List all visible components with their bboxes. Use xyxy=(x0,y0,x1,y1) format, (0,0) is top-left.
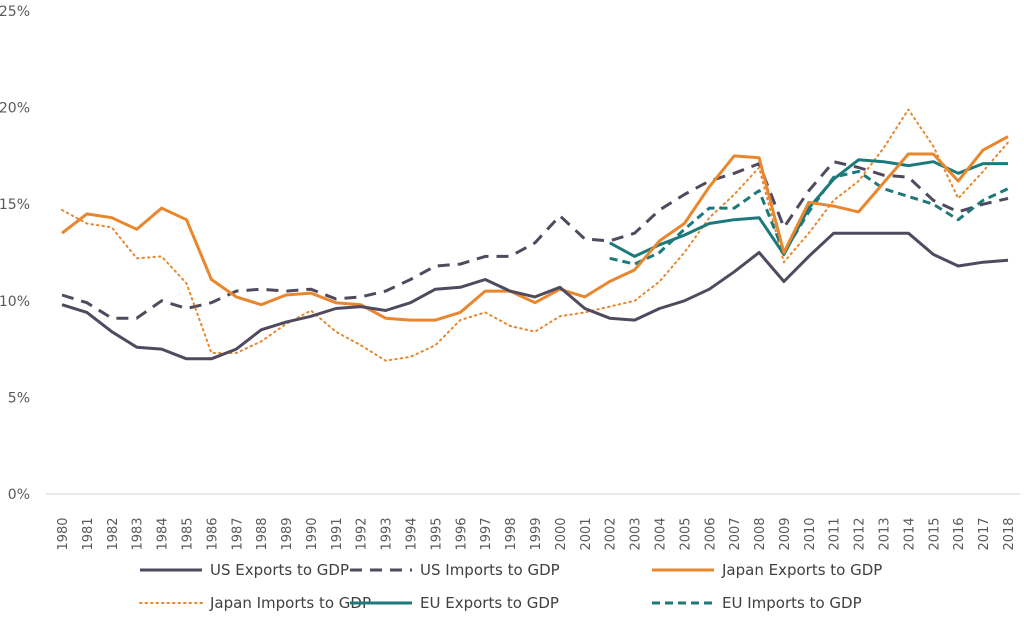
series-line-us-imports-to-gdp xyxy=(61,160,1009,320)
x-tick-label: 2011 xyxy=(828,517,843,550)
legend-label: US Imports to GDP xyxy=(420,561,560,579)
x-tick-label: 2000 xyxy=(554,517,569,550)
x-axis: 1980 1981 1982 1983 1984 1985 1986 1987 1988 1989… xyxy=(56,517,1017,550)
x-tick-label: 1990 xyxy=(305,517,320,550)
x-tick-label: 1992 xyxy=(355,517,370,550)
legend-item: US Exports to GDP xyxy=(140,561,349,579)
x-tick-label: 2008 xyxy=(753,517,768,550)
x-tick-label: 1996 xyxy=(454,517,469,550)
x-tick-label: 1994 xyxy=(405,517,420,550)
x-tick-label: 1991 xyxy=(330,517,345,550)
y-tick-label: 25% xyxy=(0,4,30,20)
series-line-eu-imports-to-gdp xyxy=(609,169,1009,266)
x-tick-label: 1993 xyxy=(380,517,395,550)
legend: US Exports to GDP US Imports to GDP Japan … xyxy=(139,561,882,612)
y-tick-label: 15% xyxy=(0,197,30,213)
x-tick-label: 1999 xyxy=(529,517,544,550)
y-axis: 0% 5% 10% 15% 20% 25% xyxy=(0,4,30,503)
x-tick-label: 1987 xyxy=(230,517,245,550)
y-tick-label: 0% xyxy=(8,487,30,503)
series-layer xyxy=(61,108,1009,362)
x-tick-label: 2003 xyxy=(629,517,644,550)
x-tick-label: 2001 xyxy=(579,517,594,550)
legend-item: Japan Exports to GDP xyxy=(652,561,882,579)
x-tick-label: 2010 xyxy=(803,517,818,550)
x-tick-label: 1984 xyxy=(156,517,171,550)
x-tick-label: 1981 xyxy=(81,517,96,550)
y-tick-label: 20% xyxy=(0,101,30,117)
series-line-eu-exports-to-gdp xyxy=(608,158,1008,258)
x-tick-label: 1985 xyxy=(180,517,195,550)
x-tick-label: 1998 xyxy=(504,517,519,550)
legend-item: EU Imports to GDP xyxy=(652,594,862,612)
x-tick-label: 1997 xyxy=(479,517,494,550)
series-line-us-exports-to-gdp xyxy=(61,231,1009,361)
x-tick-label: 1982 xyxy=(106,517,121,550)
x-tick-label: 2012 xyxy=(853,517,868,550)
series-line-japan-imports-to-gdp xyxy=(61,108,1009,362)
x-tick-label: 2009 xyxy=(778,517,793,550)
x-tick-label: 1983 xyxy=(131,517,146,550)
x-tick-label: 2018 xyxy=(1002,517,1017,550)
x-tick-label: 2006 xyxy=(703,517,718,550)
x-tick-label: 1986 xyxy=(205,517,220,550)
legend-label: EU Imports to GDP xyxy=(722,594,862,612)
legend-label: Japan Exports to GDP xyxy=(721,561,882,579)
x-tick-label: 2017 xyxy=(977,517,992,550)
legend-item: Japan Imports to GDP xyxy=(139,594,371,612)
legend-item: EU Exports to GDP xyxy=(350,594,559,612)
legend-label: Japan Imports to GDP xyxy=(209,594,371,612)
x-tick-label: 2014 xyxy=(902,517,917,550)
x-tick-label: 2007 xyxy=(728,517,743,550)
x-tick-label: 1995 xyxy=(429,517,444,550)
y-tick-label: 10% xyxy=(0,294,30,310)
legend-label: EU Exports to GDP xyxy=(420,594,559,612)
x-tick-label: 2002 xyxy=(604,517,619,550)
x-tick-label: 2013 xyxy=(878,517,893,550)
series-line-japan-exports-to-gdp xyxy=(61,135,1009,322)
x-tick-label: 2016 xyxy=(952,517,967,550)
x-tick-label: 2015 xyxy=(927,517,942,550)
x-tick-label: 2004 xyxy=(653,517,668,550)
y-tick-label: 5% xyxy=(8,390,30,406)
x-tick-label: 2005 xyxy=(678,517,693,550)
legend-item: US Imports to GDP xyxy=(350,561,560,579)
x-tick-label: 1980 xyxy=(56,517,71,550)
legend-label: US Exports to GDP xyxy=(210,561,349,579)
x-tick-label: 1989 xyxy=(280,517,295,550)
x-tick-label: 1988 xyxy=(255,517,270,550)
